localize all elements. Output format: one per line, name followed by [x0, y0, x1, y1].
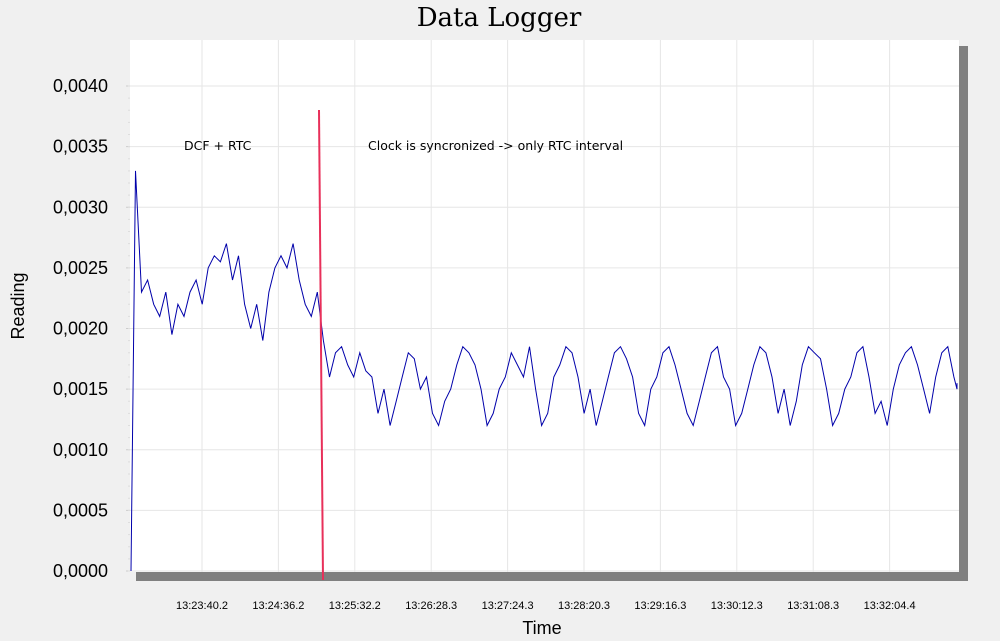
- chart-title: Data Logger: [417, 3, 582, 33]
- sync-marker-line: [318, 109, 324, 581]
- y-tick-label: 0,0005: [53, 500, 108, 520]
- x-tick-label: 13:32:04.4: [864, 600, 916, 612]
- y-tick-labels: 0,0000 0,0005 0,0010 0,0015 0,0020 0,0025 0,00…: [53, 76, 108, 581]
- annotation-clock-sync: Clock is syncronized -> only RTC interva…: [368, 138, 623, 153]
- x-axis-label: Time: [522, 618, 561, 638]
- y-tick-label: 0,0030: [53, 197, 108, 217]
- x-tick-label: 13:29:16.3: [634, 600, 686, 612]
- x-tick-label: 13:23:40.2: [176, 600, 228, 612]
- y-tick-label: 0,0020: [53, 319, 108, 339]
- frame-shadow-bottom: [136, 572, 968, 581]
- y-tick-label: 0,0025: [53, 258, 108, 278]
- y-tick-label: 0,0015: [53, 379, 108, 399]
- y-tick-label: 0,0035: [53, 137, 108, 157]
- x-tick-label: 13:26:28.3: [405, 600, 457, 612]
- x-tick-label: 13:24:36.2: [252, 600, 304, 612]
- frame-shadow-right: [959, 46, 968, 580]
- grid: [130, 40, 959, 572]
- annotation-dcf-rtc: DCF + RTC: [184, 138, 252, 153]
- x-tick-label: 13:30:12.3: [711, 600, 763, 612]
- tick-marks: [126, 85, 130, 572]
- y-tick-label: 0,0000: [53, 561, 108, 581]
- y-tick-label: 0,0040: [53, 76, 108, 96]
- x-tick-label: 13:25:32.2: [329, 600, 381, 612]
- x-tick-labels: 13:23:40.2 13:24:36.2 13:25:32.2 13:26:28.3…: [176, 600, 916, 612]
- series-line: [130, 170, 958, 572]
- x-tick-label: 13:31:08.3: [787, 600, 839, 612]
- y-axis-label: Reading: [8, 272, 28, 339]
- x-tick-label: 13:27:24.3: [482, 600, 534, 612]
- x-tick-label: 13:28:20.3: [558, 600, 610, 612]
- plot-area: [130, 40, 959, 572]
- y-tick-label: 0,0010: [53, 440, 108, 460]
